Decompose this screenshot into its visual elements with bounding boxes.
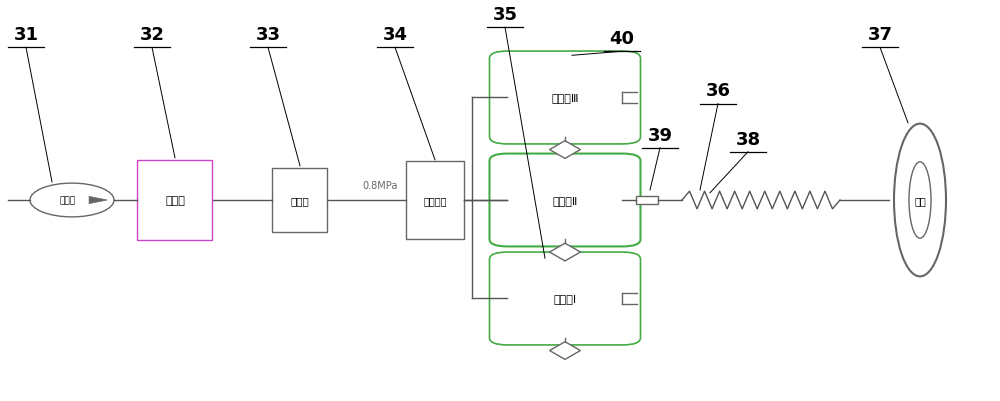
Text: 37: 37 (868, 26, 893, 44)
Text: 干燥器: 干燥器 (165, 196, 185, 205)
Text: 40: 40 (610, 30, 635, 48)
Ellipse shape (894, 124, 946, 277)
Polygon shape (89, 197, 107, 204)
Text: 38: 38 (735, 130, 761, 148)
Text: 32: 32 (140, 26, 164, 44)
Text: 31: 31 (14, 26, 38, 44)
Ellipse shape (909, 162, 931, 239)
Polygon shape (550, 142, 580, 159)
Text: 储气筒Ⅱ: 储气筒Ⅱ (552, 196, 578, 205)
Polygon shape (550, 244, 580, 261)
Text: 空压机: 空压机 (60, 196, 76, 205)
Text: 储气筒Ⅲ: 储气筒Ⅲ (551, 93, 579, 103)
Circle shape (30, 184, 114, 217)
FancyBboxPatch shape (489, 52, 640, 145)
Text: 减压阀: 减压阀 (291, 196, 309, 205)
Text: 轮胎: 轮胎 (914, 196, 926, 205)
FancyBboxPatch shape (489, 253, 640, 345)
Text: 33: 33 (256, 26, 280, 44)
Bar (406, 162, 464, 239)
Text: 34: 34 (382, 26, 408, 44)
Bar (272, 168, 327, 233)
Text: 四回路阀: 四回路阀 (423, 196, 447, 205)
Bar (137, 160, 212, 241)
Text: 36: 36 (706, 82, 730, 100)
Text: 0.8MPa: 0.8MPa (362, 180, 397, 190)
Text: 39: 39 (648, 126, 672, 144)
Text: 储气筒Ⅰ: 储气筒Ⅰ (553, 294, 577, 304)
Text: 35: 35 (492, 6, 518, 24)
Polygon shape (550, 342, 580, 359)
FancyBboxPatch shape (489, 154, 640, 247)
Bar (636, 196, 658, 205)
